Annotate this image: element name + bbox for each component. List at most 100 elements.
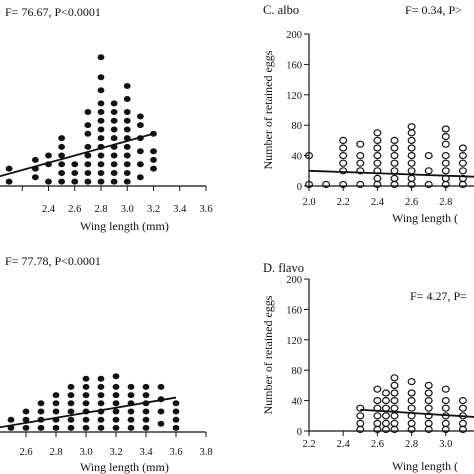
data-point (82, 383, 90, 390)
data-point (37, 424, 45, 431)
data-point (110, 135, 118, 142)
data-point (45, 178, 52, 185)
data-point (37, 400, 45, 407)
stat-text: F= 4.27, P= (410, 289, 467, 303)
data-point (441, 397, 450, 405)
data-point (390, 404, 399, 412)
data-point (97, 109, 105, 116)
x-tick-label: 3.6 (199, 204, 212, 215)
data-point (82, 400, 90, 407)
data-point (339, 159, 348, 167)
x-tick-label: 3.2 (109, 447, 122, 458)
data-point (97, 416, 105, 423)
x-tick-label: 2.4 (337, 439, 351, 450)
x-tick-label: 3.0 (79, 447, 92, 458)
data-point (424, 167, 433, 175)
y-tick-label: 40 (292, 397, 303, 408)
data-point (441, 419, 450, 427)
data-point (424, 381, 433, 389)
data-point (172, 400, 180, 407)
data-point (339, 167, 348, 175)
data-point (407, 152, 416, 160)
data-point (150, 165, 157, 172)
stat-text: F= 76.67, P<0.0001 (5, 5, 101, 19)
data-point (136, 161, 144, 168)
x-tick-label: 3.6 (169, 447, 182, 458)
data-point (356, 412, 365, 420)
regression-line (0, 396, 177, 429)
data-point (136, 148, 144, 155)
data-point (110, 126, 118, 133)
data-point (305, 180, 314, 189)
data-point (97, 87, 105, 94)
data-point (123, 82, 131, 89)
data-point (84, 161, 92, 168)
data-point (52, 408, 60, 415)
data-point (390, 136, 399, 144)
x-tick-label: 2.8 (405, 439, 418, 450)
data-point (123, 126, 131, 133)
regression-line (308, 169, 474, 178)
data-point (97, 400, 105, 407)
data-point (407, 159, 416, 167)
x-tick-label: 2.0 (302, 197, 315, 208)
data-point (390, 174, 399, 182)
data-point (84, 178, 92, 185)
y-tick-label: 40 (292, 152, 303, 163)
data-point (45, 152, 52, 159)
data-point (58, 143, 66, 150)
data-point (84, 169, 92, 176)
data-point (441, 125, 450, 133)
data-point (123, 152, 131, 159)
y-tick-label: 120 (286, 336, 302, 347)
data-point (123, 169, 131, 176)
x-tick-label: 2.6 (68, 204, 81, 215)
data-point (424, 152, 433, 160)
data-point (110, 109, 118, 116)
y-tick-label: 80 (292, 366, 303, 377)
data-point (97, 152, 105, 159)
data-point (373, 419, 382, 427)
data-point (424, 180, 433, 189)
data-point (441, 404, 450, 412)
data-point (112, 424, 120, 431)
data-point (381, 397, 390, 405)
data-point (356, 419, 365, 427)
data-point (441, 159, 450, 167)
data-point (110, 161, 118, 168)
data-point (97, 375, 105, 382)
data-point (31, 174, 39, 181)
data-point (112, 416, 120, 423)
data-point (373, 152, 382, 160)
data-point (110, 169, 118, 176)
data-point (142, 408, 150, 415)
y-tick-label: 200 (286, 30, 302, 41)
data-point (407, 174, 416, 182)
data-point (31, 156, 39, 163)
x-tick-label: 3.0 (439, 439, 452, 450)
data-point (71, 169, 79, 176)
data-point (381, 389, 390, 397)
x-tick-label: 2.6 (405, 197, 418, 208)
x-tick-label: 2.4 (371, 197, 385, 208)
data-point (339, 152, 348, 160)
data-point (390, 419, 399, 427)
data-point (142, 416, 150, 423)
data-point (458, 152, 467, 160)
data-point (390, 412, 399, 420)
data-point (97, 74, 105, 81)
data-point (67, 383, 75, 390)
data-point (390, 152, 399, 160)
data-point (58, 152, 66, 159)
data-point (84, 109, 92, 116)
data-point (123, 178, 131, 185)
x-tick-label: 3.0 (121, 204, 134, 215)
panel-B: 2.6 2.8 3.0 3.2 3.4 3.6 3.8 F= 77.78, P<0.0001 W… (0, 254, 213, 474)
data-point (441, 140, 450, 148)
data-point (458, 144, 467, 152)
data-point (52, 392, 60, 399)
data-point (373, 397, 382, 405)
stat-text: F= 77.78, P<0.0001 (5, 254, 101, 268)
y-tick-label: 0 (297, 182, 302, 193)
data-point (127, 392, 135, 399)
